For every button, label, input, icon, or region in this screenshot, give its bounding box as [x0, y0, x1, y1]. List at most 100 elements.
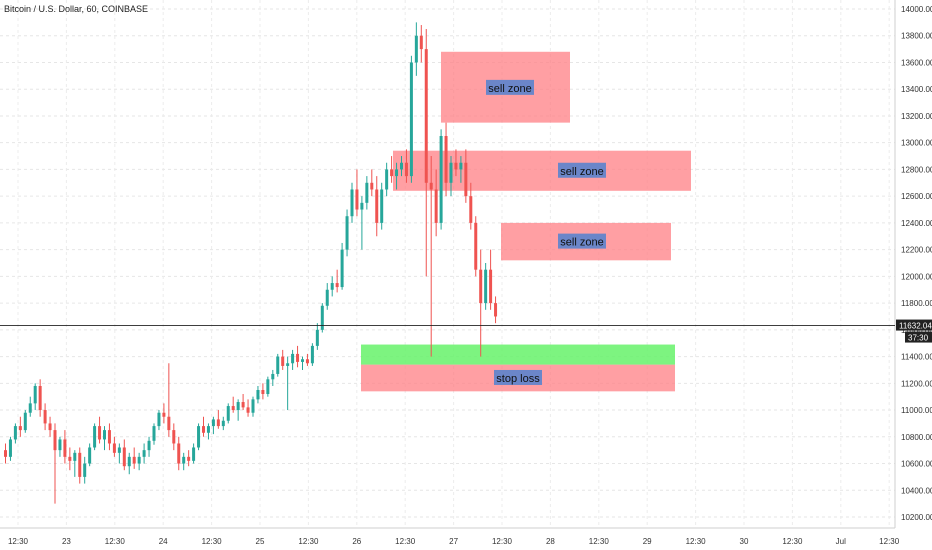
candle-body — [192, 447, 196, 461]
x-tick-label: Jul — [836, 537, 846, 546]
candle-body — [4, 450, 7, 457]
y-tick-label: 13000.00 — [901, 139, 932, 148]
candle-body — [489, 269, 493, 304]
candle-body — [305, 359, 309, 364]
symbol-title: Bitcoin / U.S. Dollar, 60, COINBASE — [4, 4, 149, 14]
candle-body — [459, 162, 463, 170]
zone-label: sell zone — [560, 166, 603, 178]
x-tick-label: 30 — [740, 537, 749, 546]
candle-body — [414, 35, 418, 63]
candle-body — [117, 447, 121, 453]
candle-body — [251, 399, 255, 413]
x-tick-label: 25 — [256, 537, 265, 546]
candle-body — [187, 456, 191, 461]
candle-body — [400, 162, 403, 170]
candle-body — [494, 303, 498, 317]
y-tick-label: 12400.00 — [901, 219, 932, 228]
candle-body — [197, 426, 201, 448]
countdown-tag: 37:30 — [908, 334, 929, 343]
x-tick-label: 12:30 — [782, 537, 803, 546]
x-tick-label: 12:30 — [686, 537, 707, 546]
candle-body — [271, 373, 275, 380]
candle-body — [28, 403, 32, 413]
x-tick-label: 12:30 — [395, 537, 416, 546]
candle-body — [73, 452, 77, 461]
x-tick-label: 12:30 — [202, 537, 223, 546]
y-tick-label: 10800.00 — [901, 433, 932, 442]
candle-body — [325, 289, 329, 306]
y-tick-label: 11000.00 — [901, 406, 932, 415]
candle-body — [345, 216, 349, 250]
y-tick-label: 13800.00 — [901, 32, 932, 41]
candle-body — [63, 439, 67, 457]
candle-body — [340, 249, 344, 288]
candle-body — [137, 456, 141, 464]
y-tick-label: 13400.00 — [901, 85, 932, 94]
candle-body — [330, 283, 334, 290]
candle-body — [83, 463, 87, 477]
candle-body — [320, 305, 324, 330]
candle-body — [350, 189, 354, 217]
y-tick-label: 13600.00 — [901, 58, 932, 67]
candle-body — [221, 420, 225, 427]
candle-body — [469, 196, 473, 223]
candle-body — [419, 35, 423, 50]
candle-body — [246, 407, 250, 413]
zone-label-bg — [486, 79, 534, 95]
candle-body — [434, 189, 438, 223]
x-tick-label: 12:30 — [8, 537, 29, 546]
candle-body — [281, 356, 285, 366]
candle-body — [479, 269, 483, 304]
candle-body — [152, 426, 156, 441]
candle-body — [98, 426, 102, 440]
candle-body — [167, 416, 171, 431]
y-tick-label: 14000.00 — [901, 5, 932, 14]
sell-zone-box — [393, 150, 691, 191]
candle-body — [241, 402, 245, 408]
candle-body — [236, 402, 240, 411]
candle-body — [23, 412, 27, 431]
candle-body — [390, 169, 394, 177]
candle-body — [122, 447, 126, 467]
candle-body — [424, 49, 428, 183]
candle-body — [58, 439, 62, 451]
candle-body — [162, 412, 166, 417]
x-tick-label: 28 — [546, 537, 555, 546]
y-tick-label: 12200.00 — [901, 246, 932, 255]
candle-body — [13, 426, 17, 440]
candle-body — [172, 430, 176, 444]
candle-body — [484, 269, 488, 304]
candle-body — [454, 162, 458, 170]
candle-body — [296, 353, 300, 362]
candle-body — [211, 419, 215, 427]
candle-body — [310, 345, 314, 364]
candle-body — [226, 406, 230, 421]
candle-body — [216, 419, 220, 427]
candle-body — [385, 169, 389, 190]
candle-body — [409, 62, 413, 177]
candle-body — [147, 440, 151, 451]
zone-label: sell zone — [488, 83, 531, 95]
countdown-tag-bg — [905, 331, 932, 343]
x-tick-label: 12:30 — [492, 537, 513, 546]
candle-body — [103, 430, 106, 440]
x-tick-label: 12:30 — [589, 537, 610, 546]
zone-label-bg — [558, 233, 606, 249]
candle-body — [286, 363, 290, 366]
candle-body — [127, 456, 131, 467]
candle-body — [182, 456, 186, 464]
candle-body — [48, 423, 52, 431]
price-tag-bg — [896, 319, 932, 331]
candle-body — [276, 356, 280, 374]
candle-body — [429, 182, 433, 190]
candle-body — [474, 222, 478, 270]
zone-label-bg — [558, 162, 606, 178]
candle-body — [360, 202, 364, 210]
candle-body — [132, 456, 136, 464]
x-tick-label: 26 — [352, 537, 361, 546]
candle-body — [370, 182, 374, 190]
x-tick-label: 12:30 — [105, 537, 126, 546]
candle-body — [301, 359, 304, 362]
zone-label-bg — [494, 369, 542, 385]
